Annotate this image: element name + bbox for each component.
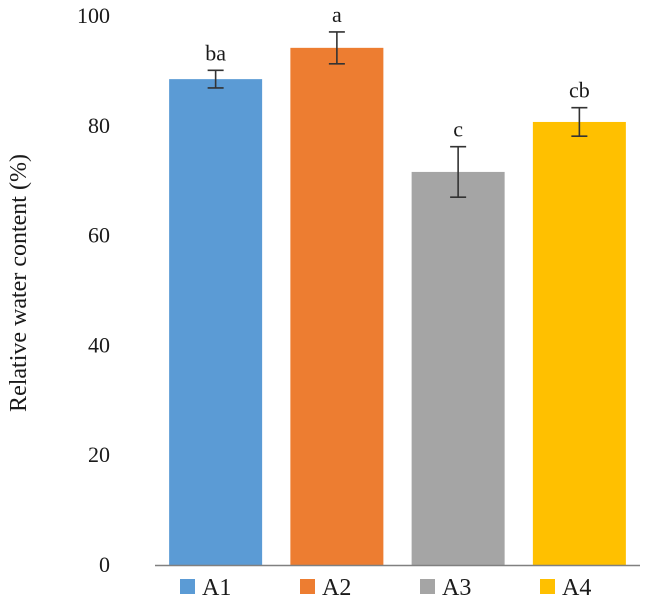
legend-label-a4: A4: [562, 575, 591, 601]
legend-label-a3: A3: [442, 575, 471, 601]
legend-label-a1: A1: [202, 575, 231, 601]
significance-letter: c: [453, 117, 463, 142]
significance-letter: a: [332, 2, 342, 27]
legend-swatch-a2: [300, 579, 315, 594]
significance-letter: ba: [205, 40, 226, 65]
bar-a3: [411, 171, 505, 565]
significance-letters: ba a c cb: [205, 2, 590, 142]
legend-swatch-a3: [420, 579, 435, 594]
significance-letter: cb: [569, 78, 590, 103]
bar-a1: [169, 79, 263, 565]
legend: A1 A2 A3 A4: [180, 575, 591, 601]
y-axis-title: Relative water content (%): [6, 154, 32, 412]
y-axis-ticks: 0 20 40 60 80 100: [77, 3, 110, 577]
error-bar-a1: [207, 69, 224, 89]
y-tick-label: 20: [88, 442, 110, 467]
bars: [169, 47, 626, 566]
error-bar-a3: [450, 145, 467, 198]
error-bar-a4: [571, 106, 588, 138]
bar-a4: [532, 121, 626, 565]
bar-a2: [290, 47, 384, 566]
legend-swatch-a4: [540, 579, 555, 594]
y-tick-label: 80: [88, 113, 110, 138]
y-tick-label: 60: [88, 223, 110, 248]
y-tick-label: 40: [88, 332, 110, 357]
y-tick-label: 100: [77, 3, 110, 28]
error-bar-a2: [328, 31, 345, 65]
legend-label-a2: A2: [322, 575, 351, 601]
legend-swatch-a1: [180, 579, 195, 594]
error-bars: [207, 31, 588, 198]
y-tick-label: 0: [99, 552, 110, 577]
